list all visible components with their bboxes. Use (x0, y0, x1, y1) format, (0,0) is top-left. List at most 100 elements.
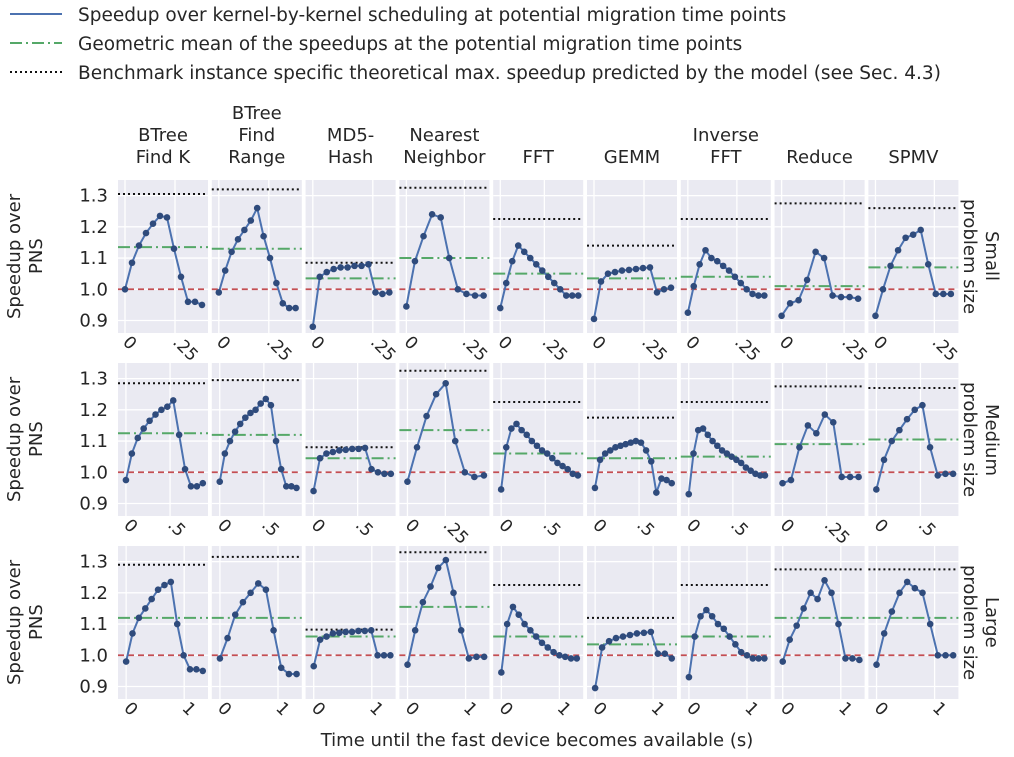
speedup-point (351, 262, 358, 270)
speedup-point (855, 473, 862, 481)
y-tick-label: 1.2 (79, 583, 108, 604)
panel (774, 546, 865, 699)
speedup-point (387, 651, 394, 659)
speedup-point (949, 470, 957, 478)
speedup-point (450, 589, 457, 597)
speedup-point (940, 290, 947, 298)
x-tick-label: .25 (366, 332, 399, 365)
x-tick-label: 0 (120, 698, 142, 720)
speedup-point (272, 437, 280, 445)
speedup-point (533, 442, 541, 450)
speedup-point (667, 284, 675, 292)
panel (493, 363, 584, 516)
x-tick-label: 0 (212, 332, 234, 354)
panel-background (774, 363, 865, 516)
panel (305, 363, 396, 516)
speedup-point (442, 556, 450, 564)
speedup-point (355, 627, 362, 635)
speedup-point (685, 490, 693, 498)
speedup-point (647, 458, 655, 465)
speedup-point (231, 611, 239, 618)
speedup-point (215, 289, 223, 296)
speedup-point (374, 651, 381, 659)
panel (305, 180, 396, 333)
speedup-point (146, 417, 153, 425)
panel (305, 546, 396, 699)
speedup-point (926, 620, 934, 628)
speedup-point (550, 648, 557, 656)
panel-background (399, 180, 490, 333)
speedup-point (653, 489, 660, 496)
y-tick-label: 1.2 (79, 217, 108, 238)
y-axis-label: Speedup over PNS (4, 559, 47, 686)
speedup-point (344, 264, 351, 271)
x-tick-label: 1 (459, 698, 481, 720)
speedup-point (728, 453, 735, 460)
panel-background (305, 180, 396, 333)
panel (587, 363, 677, 516)
speedup-point (880, 456, 888, 464)
speedup-point (625, 266, 633, 274)
speedup-point (199, 667, 207, 675)
speedup-point (184, 298, 192, 306)
x-tick-label: 0 (307, 515, 329, 537)
speedup-point (177, 273, 185, 281)
speedup-point (216, 478, 224, 485)
speedup-point (262, 395, 270, 403)
speedup-point (778, 312, 785, 320)
speedup-point (432, 390, 440, 398)
speedup-point (829, 292, 836, 299)
speedup-point (169, 397, 177, 404)
speedup-point (502, 444, 510, 451)
speedup-point (627, 439, 635, 446)
speedup-line (218, 397, 297, 489)
speedup-point (726, 633, 733, 640)
x-axis-label: Time until the fast device becomes avail… (320, 730, 754, 751)
panel-background (118, 180, 208, 333)
speedup-point (121, 285, 129, 293)
panel-background (399, 363, 490, 516)
speedup-point (285, 304, 293, 312)
panel-background (868, 180, 959, 333)
x-tick-label: 0 (682, 515, 704, 537)
panel (493, 546, 584, 699)
speedup-point (720, 625, 728, 633)
speedup-point (702, 246, 709, 254)
speedup-point (761, 655, 768, 662)
speedup-point (279, 300, 287, 307)
speedup-point (323, 633, 330, 640)
speedup-point (654, 650, 662, 658)
column-title: SPMV (888, 147, 939, 168)
x-tick-label: 1 (365, 698, 387, 720)
speedup-point (381, 470, 388, 478)
panel (118, 363, 208, 516)
y-tick-label: 1.1 (79, 248, 108, 269)
speedup-point (277, 664, 285, 672)
speedup-point (786, 636, 793, 643)
speedup-point (660, 285, 668, 293)
speedup-point (696, 261, 703, 268)
panel-background (118, 546, 208, 699)
speedup-point (216, 655, 224, 662)
panel (680, 180, 771, 333)
speedup-point (633, 630, 641, 637)
y-tick-label: 1.3 (79, 186, 108, 207)
speedup-point (374, 468, 382, 476)
speedup-point (498, 669, 505, 676)
panel-background (680, 180, 771, 333)
panel-background (774, 546, 865, 699)
speedup-point (502, 279, 510, 287)
speedup-point (611, 268, 619, 276)
speedup-point (234, 236, 242, 243)
x-tick-label: 0 (401, 698, 423, 720)
speedup-point (708, 612, 716, 620)
panel-background (680, 363, 771, 516)
speedup-point (873, 486, 880, 493)
speedup-point (543, 450, 551, 457)
speedup-point (658, 475, 665, 482)
speedup-point (471, 292, 479, 299)
speedup-point (926, 444, 934, 451)
speedup-point (285, 670, 293, 678)
speedup-point (257, 400, 264, 407)
